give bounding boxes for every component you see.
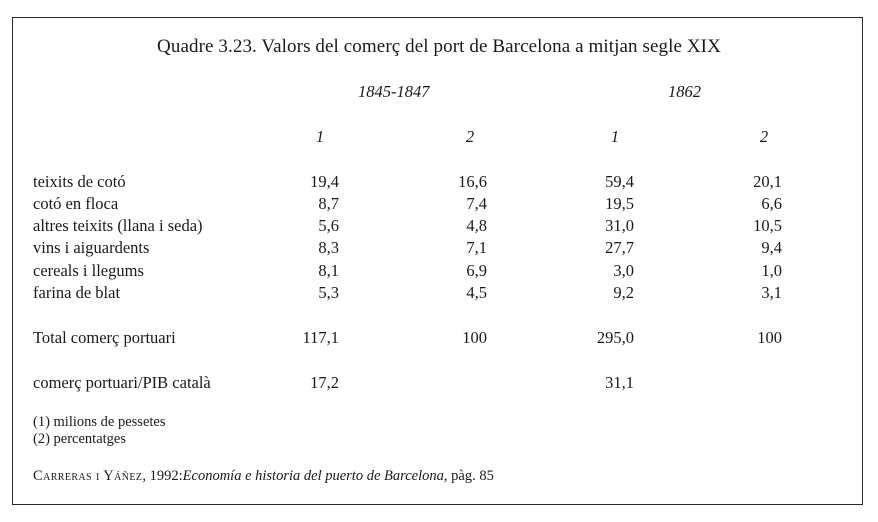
period-header-1862: 1862 (668, 82, 701, 101)
cell-value: 10,5 (753, 216, 782, 235)
cell-value: 5,3 (318, 283, 339, 302)
row-label: Total comerç portuari (33, 328, 176, 347)
cell-value: 19,5 (605, 194, 634, 213)
cell-value: 31,1 (605, 373, 634, 392)
cell-value: 6,9 (466, 261, 487, 280)
row-label: cotó en floca (33, 194, 119, 213)
column-header-1862-2: 2 (759, 127, 769, 146)
cell-value: 100 (462, 328, 487, 347)
cell-value: 295,0 (596, 328, 634, 347)
cell-value: 8,3 (318, 238, 339, 257)
table-row: vins i aiguardents 8,3 7,1 27,7 9,4 (0, 238, 878, 260)
ratio-row: comerç portuari/PIB català 17,2 31,1 (0, 373, 878, 395)
table-row: teixits de cotó 19,4 16,6 59,4 20,1 (0, 172, 878, 194)
column-header-1845-1: 1 (315, 127, 325, 146)
cell-value: 31,0 (605, 216, 634, 235)
source-authors: Carreras i Yáñez (33, 468, 143, 484)
cell-value: 27,7 (605, 238, 634, 257)
source-citation: Carreras i Yáñez, 1992:Economía e histor… (33, 468, 494, 485)
cell-value: 9,4 (761, 238, 782, 257)
source-work-title: Economía e historia del puerto de Barcel… (182, 468, 444, 484)
row-label: comerç portuari/PIB català (33, 373, 211, 392)
table-row: cotó en floca 8,7 7,4 19,5 6,6 (0, 194, 878, 216)
cell-value: 8,1 (318, 261, 339, 280)
table-row: farina de blat 5,3 4,5 9,2 3,1 (0, 283, 878, 305)
footnote-1: (1) milions de pessetes (33, 414, 166, 430)
cell-value: 3,1 (761, 283, 782, 302)
cell-value: 100 (757, 328, 782, 347)
cell-value: 8,7 (318, 194, 339, 213)
cell-value: 17,2 (310, 373, 339, 392)
row-label: altres teixits (llana i seda) (33, 216, 203, 235)
table-row: altres teixits (llana i seda) 5,6 4,8 31… (0, 216, 878, 238)
cell-value: 16,6 (458, 172, 487, 191)
cell-value: 20,1 (753, 172, 782, 191)
cell-value: 4,5 (466, 283, 487, 302)
cell-value: 19,4 (310, 172, 339, 191)
cell-value: 117,1 (302, 328, 339, 347)
source-year: , 1992: (142, 468, 183, 484)
cell-value: 1,0 (761, 261, 782, 280)
table-row: cereals i llegums 8,1 6,9 3,0 1,0 (0, 261, 878, 283)
row-label: vins i aiguardents (33, 238, 150, 257)
table-frame (12, 17, 863, 505)
cell-value: 59,4 (605, 172, 634, 191)
cell-value: 4,8 (466, 216, 487, 235)
cell-value: 9,2 (613, 283, 634, 302)
period-header-1845-1847: 1845-1847 (358, 82, 430, 101)
cell-value: 7,1 (466, 238, 487, 257)
row-label: cereals i llegums (33, 261, 144, 280)
column-header-1862-1: 1 (610, 127, 620, 146)
row-label: farina de blat (33, 283, 121, 302)
cell-value: 5,6 (318, 216, 339, 235)
table-title: Quadre 3.23. Valors del comerç del port … (157, 36, 721, 57)
cell-value: 7,4 (466, 194, 487, 213)
row-label: teixits de cotó (33, 172, 126, 191)
footnote-2: (2) percentatges (33, 431, 126, 447)
total-row: Total comerç portuari 117,1 100 295,0 10… (0, 328, 878, 350)
cell-value: 3,0 (613, 261, 634, 280)
column-header-1845-2: 2 (465, 127, 475, 146)
source-page: , pàg. 85 (443, 468, 494, 484)
cell-value: 6,6 (761, 194, 782, 213)
